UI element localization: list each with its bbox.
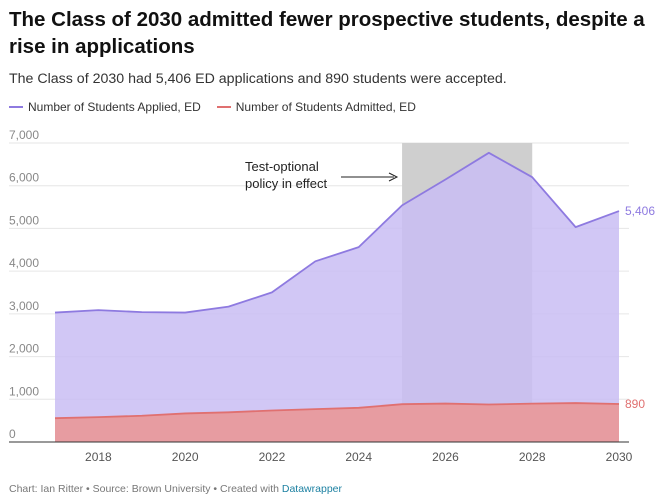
legend: Number of Students Applied, ED Number of… xyxy=(9,100,432,114)
area-applied xyxy=(55,152,619,442)
line-admitted xyxy=(54,402,620,420)
annotation-line1: Test-optional xyxy=(245,159,319,174)
y-tick-label-1000: 1,000 xyxy=(9,384,39,398)
chart-footer: Chart: Ian Ritter • Source: Brown Univer… xyxy=(9,483,342,495)
legend-label-applied: Number of Students Applied, ED xyxy=(28,100,201,114)
y-tick-label-2000: 2,000 xyxy=(9,342,39,356)
legend-label-admitted: Number of Students Admitted, ED xyxy=(235,100,416,114)
y-tick-label-4000: 4,000 xyxy=(9,256,39,270)
legend-item-applied: Number of Students Applied, ED xyxy=(9,100,201,114)
chart-title: The Class of 2030 admitted fewer prospec… xyxy=(9,8,645,58)
end-label-applied: 5,406 xyxy=(625,204,655,218)
area-admitted xyxy=(55,403,619,442)
annotation-arrow-head xyxy=(388,172,399,182)
y-tick-label-6000: 6,000 xyxy=(9,171,39,185)
x-tick-label-2024: 2024 xyxy=(345,450,372,464)
y-tick-label-0: 0 xyxy=(9,427,16,441)
legend-item-admitted: Number of Students Admitted, ED xyxy=(216,100,416,114)
end-label-admitted: 890 xyxy=(625,397,645,411)
legend-swatch-applied xyxy=(9,106,23,108)
datawrapper-link[interactable]: Datawrapper xyxy=(281,483,342,495)
chart-subtitle: The Class of 2030 had 5,406 ED applicati… xyxy=(9,71,507,87)
y-tick-label-3000: 3,000 xyxy=(9,299,39,313)
x-tick-label-2022: 2022 xyxy=(259,450,286,464)
x-tick-label-2026: 2026 xyxy=(432,450,459,464)
y-tick-label-7000: 7,000 xyxy=(9,128,39,142)
footer-credit: Chart: Ian Ritter • Source: Brown Univer… xyxy=(9,483,282,495)
x-tick-label-2020: 2020 xyxy=(172,450,199,464)
y-tick-label-5000: 5,000 xyxy=(9,213,39,227)
annotation-line2: policy in effect xyxy=(245,176,328,191)
x-tick-label-2030: 2030 xyxy=(606,450,633,464)
legend-swatch-admitted xyxy=(216,106,231,108)
x-tick-label-2028: 2028 xyxy=(519,450,546,464)
x-tick-label-2018: 2018 xyxy=(85,450,112,464)
line-applied xyxy=(54,151,620,314)
